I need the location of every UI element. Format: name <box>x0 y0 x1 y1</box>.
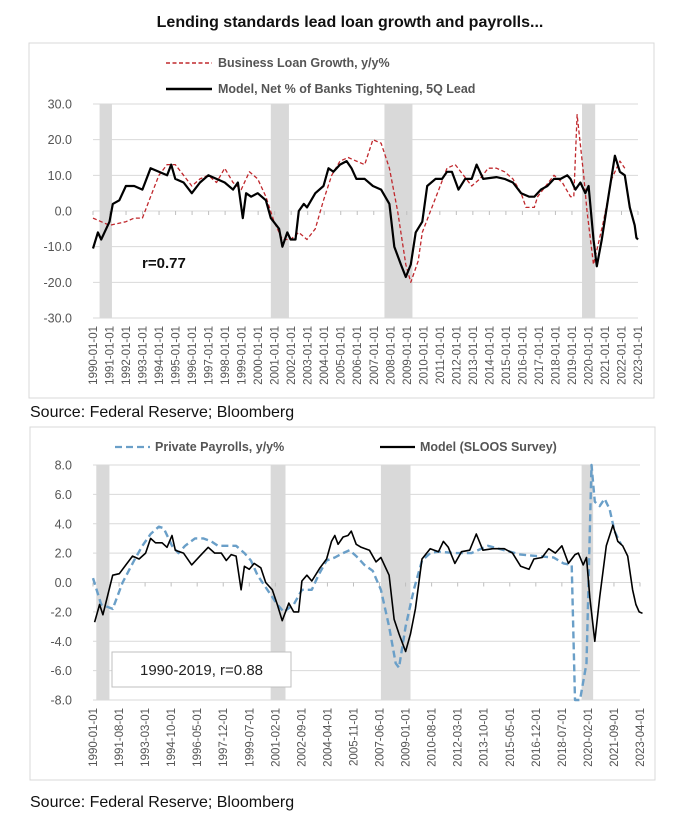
y-tick-label: -6.0 <box>50 664 72 678</box>
x-tick-label: 1994-10-01 <box>166 708 178 767</box>
page-title: Lending standards lead loan growth and p… <box>156 14 544 31</box>
x-tick-label: 2004-01-01 <box>319 326 331 385</box>
x-tick-label: 1999-01-01 <box>237 326 249 385</box>
x-tick-label: 2001-02-01 <box>270 708 282 767</box>
x-tick-label: 2008-01-01 <box>385 326 397 385</box>
x-tick-label: 1991-08-01 <box>114 708 126 767</box>
x-tick-label: 1996-05-01 <box>192 708 204 767</box>
x-tick-label: 1991-01-01 <box>105 326 117 385</box>
x-tick-label: 2023-04-01 <box>635 708 647 767</box>
x-tick-label: 2009-01-01 <box>402 326 414 385</box>
x-tick-label: 1993-03-01 <box>140 708 152 767</box>
x-tick-label: 1998-01-01 <box>220 326 232 385</box>
x-tick-label: 2014-01-01 <box>484 326 496 385</box>
x-tick-label: 2007-06-01 <box>375 708 387 767</box>
x-tick-label: 2018-01-01 <box>550 326 562 385</box>
x-tick-label: 2012-01-01 <box>451 326 463 385</box>
x-tick-label: 1995-01-01 <box>171 326 183 385</box>
x-tick-label: 1999-07-01 <box>244 708 256 767</box>
x-tick-label: 2010-08-01 <box>427 708 439 767</box>
x-tick-label: 2004-04-01 <box>322 708 334 767</box>
x-tick-label: 2010-01-01 <box>418 326 430 385</box>
x-tick-label: 1993-01-01 <box>138 326 150 385</box>
x-tick-label: 2005-01-01 <box>336 326 348 385</box>
x-tick-label: 2023-01-01 <box>633 326 645 385</box>
x-tick-label: 1994-01-01 <box>154 326 166 385</box>
series-line-1 <box>91 463 623 702</box>
x-tick-label: 2020-01-01 <box>583 326 595 385</box>
correlation-annotation: 1990-2019, r=0.88 <box>140 662 263 679</box>
y-tick-label: 0.0 <box>55 205 72 219</box>
x-tick-label: 2001-01-01 <box>270 326 282 385</box>
x-tick-label: 2005-11-01 <box>348 708 360 766</box>
x-tick-label: 2019-01-01 <box>567 326 579 385</box>
chart-frame <box>29 426 656 781</box>
x-tick-label: 2022-01-01 <box>616 326 628 385</box>
x-tick-label: 1990-01-01 <box>88 326 100 385</box>
x-tick-label: 2013-10-01 <box>479 708 491 767</box>
x-tick-label: 2000-01-01 <box>253 326 265 385</box>
x-tick-label: 2002-01-01 <box>286 326 298 385</box>
x-tick-label: 2015-05-01 <box>505 708 517 767</box>
x-tick-label: 2021-09-01 <box>609 708 621 767</box>
y-tick-label: 4.0 <box>55 517 72 531</box>
chart-2: 8.0 6.0 4.0 2.0 0.0 -2.0 -4.0 -6.0 -8.0 1990-01-0… <box>29 426 656 781</box>
y-tick-label: 10.0 <box>48 169 72 183</box>
x-tick-label: 1992-01-01 <box>121 326 133 385</box>
x-tick-label: 2002-09-01 <box>296 708 308 767</box>
legend-label: Model (SLOOS Survey) <box>420 440 557 454</box>
source-note-top: Source: Federal Reserve; Bloomberg <box>30 404 295 421</box>
x-tick-label: 2011-01-01 <box>435 326 447 384</box>
y-tick-label: 20.0 <box>48 133 72 147</box>
y-tick-label: 0.0 <box>55 576 72 590</box>
chart-frame <box>28 42 655 399</box>
y-tick-label: -8.0 <box>50 694 72 708</box>
y-tick-label: -4.0 <box>50 635 72 649</box>
y-tick-label: -20.0 <box>44 276 73 290</box>
x-tick-label: 2016-12-01 <box>531 708 543 767</box>
legend-label: Private Payrolls, y/y% <box>155 440 284 454</box>
x-tick-label: 2007-01-01 <box>369 326 381 385</box>
x-tick-label: 2012-03-01 <box>453 708 465 767</box>
x-tick-label: 2020-02-01 <box>583 708 595 767</box>
y-tick-label: 2.0 <box>55 547 72 561</box>
y-tick-label: 30.0 <box>48 98 72 112</box>
x-tick-label: 1990-01-01 <box>88 708 100 767</box>
correlation-annotation: r=0.77 <box>142 255 186 272</box>
x-tick-label: 2018-07-01 <box>557 708 569 767</box>
legend-label: Model, Net % of Banks Tightening, 5Q Lea… <box>218 82 475 96</box>
source-note-bottom: Source: Federal Reserve; Bloomberg <box>30 794 295 811</box>
x-tick-label: 2017-01-01 <box>534 326 546 385</box>
legend-label: Business Loan Growth, y/y% <box>218 56 390 70</box>
series-line-2 <box>91 154 639 279</box>
x-tick-label: 2006-01-01 <box>352 326 364 385</box>
x-tick-label: 1997-12-01 <box>218 708 230 767</box>
x-tick-label: 2015-01-01 <box>501 326 513 385</box>
y-tick-label: 6.0 <box>55 488 72 502</box>
chart-1: 30.0 20.0 10.0 0.0 -10.0 -20.0 -30.0 1990-01-01… <box>28 42 655 399</box>
x-tick-label: 2016-01-01 <box>517 326 529 385</box>
x-tick-label: 1996-01-01 <box>187 326 199 385</box>
series-line-2 <box>93 524 643 653</box>
x-tick-label: 2009-01-01 <box>401 708 413 767</box>
x-tick-label: 2021-01-01 <box>600 326 612 385</box>
x-tick-label: 2013-01-01 <box>468 326 480 385</box>
x-tick-label: 2003-01-01 <box>303 326 315 385</box>
y-tick-label: 8.0 <box>55 459 72 473</box>
annotation-box <box>111 651 292 688</box>
y-tick-label: -30.0 <box>44 312 73 326</box>
y-tick-label: -2.0 <box>50 605 72 619</box>
y-tick-label: -10.0 <box>44 240 73 254</box>
x-tick-label: 1997-01-01 <box>204 326 216 385</box>
